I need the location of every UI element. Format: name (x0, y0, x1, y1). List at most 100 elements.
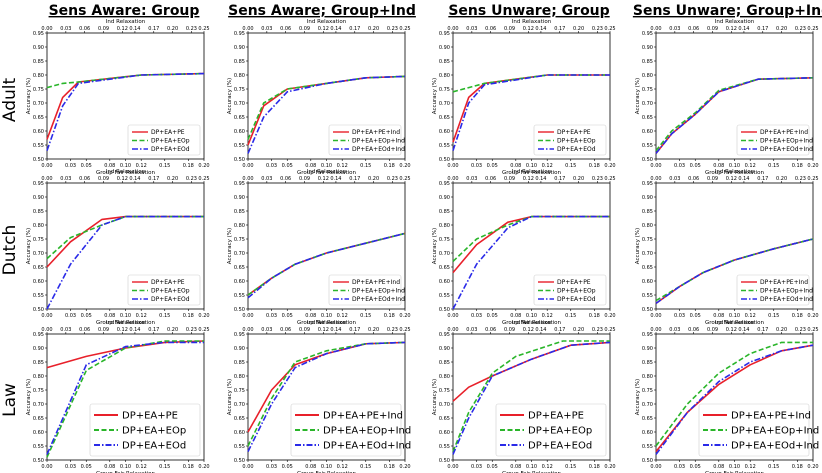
x-tick-label: 0.00 (242, 313, 253, 319)
x2-tick-label: 0.12 (726, 327, 737, 333)
y-tick-label: 0.55 (439, 143, 450, 149)
legend-label-pe: DP+EA+PE (528, 411, 584, 422)
y-tick-label: 0.60 (642, 129, 653, 135)
x-tick-label: 0.03 (471, 313, 482, 319)
subplot-2-4: 0.50 0.55 0.60 0.65 0.70 0.75 0.80 0.85 0.90 0.95… (635, 169, 819, 326)
y-tick-label: 0.50 (33, 157, 44, 163)
y-tick-label: 0.60 (234, 430, 245, 436)
y-tick-label: 0.65 (33, 115, 44, 121)
y-tick-label: 0.85 (439, 360, 450, 366)
legend-label-eod: DP+EA+EOd (557, 146, 596, 153)
column-titles: Sens Aware: Group Sens Aware; Group+Ind … (49, 3, 822, 19)
x-tick-label: 0.12 (337, 163, 348, 169)
y-tick-label: 0.85 (642, 209, 653, 215)
x2-tick-label: 0.20 (573, 176, 584, 182)
legend-label-pe: DP+EA+PE+Ind (352, 129, 400, 136)
x2-tick-label: 0.23 (387, 176, 398, 182)
y-tick-label: 0.70 (439, 251, 450, 257)
x-axis-label: Group Fair Relaxation (705, 471, 765, 473)
y-tick-label: 0.80 (439, 223, 450, 229)
x-tick-label: 0.12 (542, 163, 553, 169)
y-tick-label: 0.95 (33, 181, 44, 187)
x-tick-label: 0.03 (471, 163, 482, 169)
x-tick-label: 0.15 (159, 313, 170, 319)
y-tick-label: 0.80 (642, 73, 653, 79)
x-tick-label: 0.08 (713, 163, 724, 169)
legend-label-eod: DP+EA+EOd+Ind (731, 441, 819, 452)
y-tick-label: 0.80 (234, 73, 245, 79)
series-line-eod (247, 75, 406, 154)
legend-label-eop: DP+EA+EOp+Ind (760, 138, 813, 145)
x2-tick-label: 0.25 (198, 327, 209, 333)
y-tick-label: 0.70 (33, 402, 44, 408)
subplot-3-4: 0.50 0.55 0.60 0.65 0.70 0.75 0.80 0.85 0.90 0.95… (635, 320, 819, 473)
x-tick-label: 0.10 (526, 464, 537, 470)
legend-label-eop: DP+EA+EOp+Ind (323, 426, 411, 437)
x-tick-label: 0.15 (768, 313, 779, 319)
x2-axis-label: Ind Relaxation (307, 19, 347, 25)
y-tick-label: 0.55 (234, 293, 245, 299)
x-tick-label: 0.08 (305, 313, 316, 319)
subplot-3-3: 0.50 0.55 0.60 0.65 0.70 0.75 0.80 0.85 0.90 0.95… (432, 320, 616, 473)
y-tick-label: 0.65 (642, 265, 653, 271)
y-tick-label: 0.50 (439, 157, 450, 163)
x2-tick-label: 0.23 (186, 176, 197, 182)
legend-box (698, 403, 810, 457)
row-labels: Adult Dutch Law (0, 78, 20, 417)
x-tick-label: 0.05 (487, 313, 498, 319)
x-tick-label: 0.15 (159, 464, 170, 470)
y-tick-label: 0.65 (439, 265, 450, 271)
legend-label-pe: DP+EA+PE (557, 279, 591, 286)
x2-tick-label: 0.09 (98, 176, 109, 182)
x-tick-label: 0.18 (384, 464, 395, 470)
y-tick-label: 0.60 (33, 129, 44, 135)
y-tick-label: 0.85 (642, 59, 653, 65)
x-tick-label: 0.18 (384, 163, 395, 169)
legend-label-eop: DP+EA+EOp (557, 138, 596, 145)
y-tick-label: 0.90 (642, 195, 653, 201)
legend-label-eop: DP+EA+EOp (151, 288, 190, 295)
series-line-pe (655, 344, 814, 453)
x2-tick-label: 0.20 (368, 327, 379, 333)
y-tick-label: 0.75 (234, 87, 245, 93)
y-tick-label: 0.60 (642, 279, 653, 285)
x-tick-label: 0.20 (198, 464, 209, 470)
y-tick-label: 0.80 (234, 223, 245, 229)
x2-tick-label: 0.06 (485, 327, 496, 333)
y-tick-label: 0.85 (234, 360, 245, 366)
x2-tick-label: 0.00 (242, 176, 253, 182)
series-line-eod (655, 77, 814, 154)
y-axis-label: Accuracy (%) (635, 379, 641, 415)
y-tick-label: 0.75 (439, 237, 450, 243)
x2-tick-label: 0.12 (117, 26, 128, 32)
x2-tick-label: 0.06 (485, 26, 496, 32)
x2-tick-label: 0.23 (795, 327, 806, 333)
y-tick-label: 0.60 (439, 129, 450, 135)
y-tick-label: 0.70 (642, 251, 653, 257)
y-axis-label: Accuracy (%) (432, 379, 438, 415)
x-axis-label: Group Fair Relaxation (705, 170, 765, 176)
x-axis-label: Group Fair Relaxation (96, 170, 156, 176)
x-tick-label: 0.10 (120, 313, 131, 319)
legend-label-eod: DP+EA+EOd+Ind (760, 146, 813, 153)
x-tick-label: 0.00 (650, 163, 661, 169)
legend-label-eop: DP+EA+EOp (122, 426, 186, 437)
x-tick-label: 0.08 (104, 163, 115, 169)
y-tick-label: 0.70 (33, 251, 44, 257)
series-line-eod (247, 341, 406, 452)
y-tick-label: 0.95 (439, 332, 450, 338)
x2-tick-label: 0.25 (604, 26, 615, 32)
x2-tick-label: 0.12 (318, 327, 329, 333)
x2-tick-label: 0.00 (41, 327, 52, 333)
x-tick-label: 0.05 (282, 313, 293, 319)
x-tick-label: 0.10 (729, 163, 740, 169)
x2-tick-label: 0.14 (129, 327, 140, 333)
legend-label-pe: DP+EA+PE+Ind (731, 411, 811, 422)
series-line-eod (46, 72, 205, 151)
x2-tick-label: 0.25 (399, 327, 410, 333)
series-line-eop (46, 72, 205, 89)
y-tick-label: 0.70 (234, 101, 245, 107)
x-tick-label: 0.10 (729, 464, 740, 470)
x2-axis-label: Ind Relaxation (715, 169, 755, 175)
